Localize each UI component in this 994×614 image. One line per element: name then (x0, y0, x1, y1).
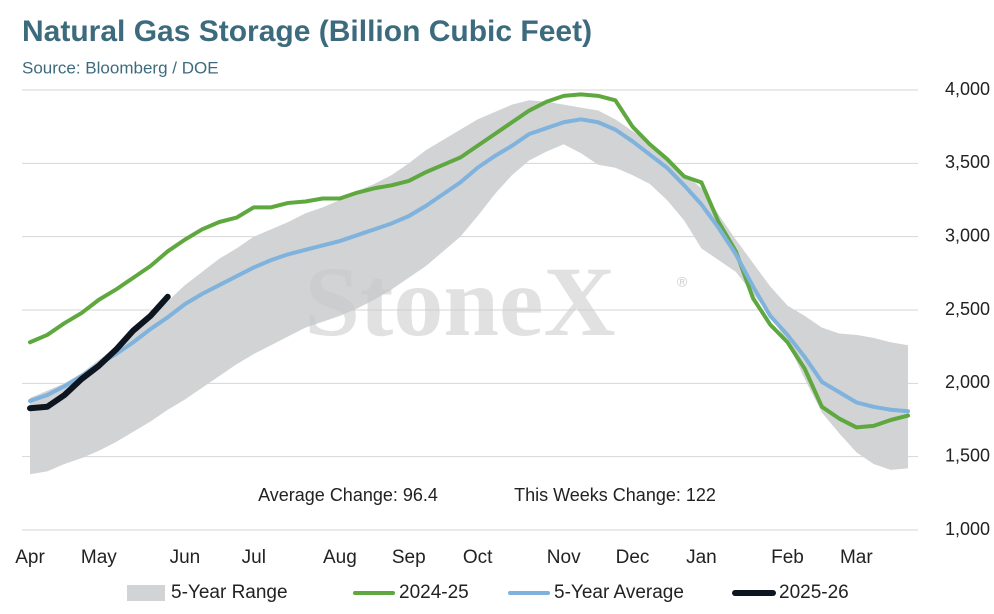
range-band (30, 100, 908, 475)
x-tick-label: Jan (686, 547, 717, 568)
x-tick-label: Jul (242, 547, 266, 568)
x-tick-label: May (81, 547, 117, 568)
y-tick-label: 1,500 (945, 445, 990, 465)
legend-label: 5-Year Average (554, 582, 684, 603)
x-tick-label: Mar (840, 547, 873, 568)
x-tick-label: Oct (463, 547, 493, 568)
y-tick-label: 1,000 (945, 519, 990, 539)
x-tick-label: Feb (771, 547, 804, 568)
chart-title: Natural Gas Storage (Billion Cubic Feet) (22, 15, 592, 48)
x-tick-label: Jun (170, 547, 201, 568)
series-line (28, 92, 910, 430)
y-tick-label: 2,000 (945, 372, 990, 392)
annotation: Average Change: 96.4 (258, 485, 438, 505)
series-line (27, 293, 171, 412)
y-tick-label: 3,000 (945, 225, 990, 245)
x-tick-label: Sep (392, 547, 426, 568)
y-tick-label: 3,500 (945, 152, 990, 172)
x-tick-label: Apr (15, 547, 45, 568)
legend-label: 2025-26 (779, 582, 849, 603)
x-tick-label: Aug (323, 547, 357, 568)
watermark-mark: ® (677, 274, 688, 290)
y-tick-label: 2,500 (945, 299, 990, 319)
y-tick-label: 4,000 (945, 79, 990, 99)
x-tick-label: Nov (547, 547, 581, 568)
x-tick-label: Dec (616, 547, 650, 568)
legend-swatch (127, 585, 165, 601)
legend-label: 2024-25 (399, 582, 469, 603)
annotation: This Weeks Change: 122 (514, 485, 716, 505)
watermark: StoneX (304, 246, 615, 357)
chart-subtitle: Source: Bloomberg / DOE (22, 58, 219, 77)
legend-label: 5-Year Range (171, 582, 288, 603)
series-line (28, 117, 910, 414)
